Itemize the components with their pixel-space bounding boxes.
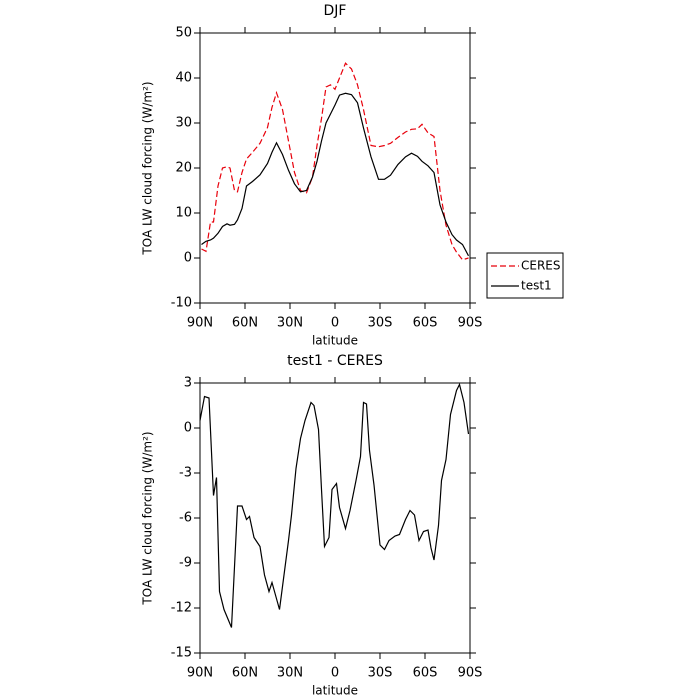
y-tick-label: 0 xyxy=(184,251,192,266)
data-line xyxy=(199,382,470,628)
y-tick-label: -6 xyxy=(179,511,192,526)
y-axis-label: TOA LW cloud forcing (W/m²) xyxy=(141,81,155,255)
x-tick-label: 30N xyxy=(277,666,303,681)
x-tick-label: 30N xyxy=(277,316,303,331)
x-tick-label: 30S xyxy=(368,316,393,331)
y-tick-label: -3 xyxy=(179,466,192,481)
y-tick-label: 30 xyxy=(175,116,192,131)
x-tick-label: 60S xyxy=(413,316,438,331)
x-tick-label: 60S xyxy=(413,666,438,681)
y-tick-label: 0 xyxy=(184,421,192,436)
x-tick-label: 60N xyxy=(232,316,258,331)
x-tick-label: 30S xyxy=(368,666,393,681)
y-tick-label: -12 xyxy=(171,601,192,616)
x-tick-label: 90S xyxy=(458,316,483,331)
x-axis-label: latitude xyxy=(312,334,358,348)
y-tick-label: -9 xyxy=(179,556,192,571)
y-tick-label: 40 xyxy=(175,71,192,86)
chart-title: DJF xyxy=(324,3,347,19)
legend-label: test1 xyxy=(521,279,552,293)
x-tick-label: 90N xyxy=(187,666,213,681)
y-tick-label: 50 xyxy=(175,26,192,41)
y-axis-label: TOA LW cloud forcing (W/m²) xyxy=(141,431,155,605)
x-tick-label: 0 xyxy=(331,316,339,331)
x-axis-label: latitude xyxy=(312,684,358,698)
x-tick-label: 90N xyxy=(187,316,213,331)
x-tick-label: 0 xyxy=(331,666,339,681)
x-tick-label: 60N xyxy=(232,666,258,681)
y-tick-label: 10 xyxy=(175,206,192,221)
y-tick-label: -15 xyxy=(171,646,192,661)
plot-frame xyxy=(199,382,471,654)
legend-box xyxy=(486,252,564,299)
y-tick-label: 3 xyxy=(184,376,192,391)
y-tick-label: -10 xyxy=(171,296,192,311)
y-tick-label: 20 xyxy=(175,161,192,176)
x-tick-label: 90S xyxy=(458,666,483,681)
data-line xyxy=(201,62,469,261)
chart-title: test1 - CERES xyxy=(287,353,383,369)
legend-label: CERES xyxy=(521,259,561,273)
data-line xyxy=(201,92,470,257)
